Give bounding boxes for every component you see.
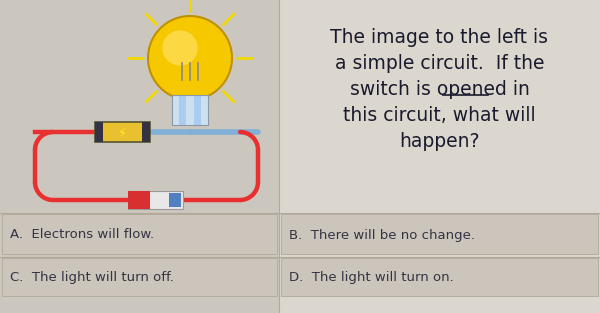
Bar — [187, 95, 194, 125]
Bar — [2, 214, 277, 254]
Bar — [95, 122, 150, 142]
Bar — [201, 95, 208, 125]
Text: B.  There will be no change.: B. There will be no change. — [289, 228, 475, 242]
Bar — [169, 193, 181, 207]
Bar — [142, 122, 150, 142]
Text: The image to the left is: The image to the left is — [331, 28, 548, 47]
Circle shape — [163, 30, 197, 66]
Bar — [128, 191, 149, 209]
Bar — [172, 95, 179, 125]
Text: this circuit, what will: this circuit, what will — [343, 106, 536, 125]
Text: ⚡: ⚡ — [118, 126, 127, 140]
Bar — [172, 95, 208, 125]
Text: happen?: happen? — [399, 132, 480, 151]
Bar — [95, 122, 103, 142]
Circle shape — [148, 16, 232, 100]
Text: A.  Electrons will flow.: A. Electrons will flow. — [10, 228, 154, 242]
Text: D.  The light will turn on.: D. The light will turn on. — [289, 271, 454, 285]
Bar — [281, 214, 598, 254]
Bar — [194, 95, 201, 125]
Bar — [128, 191, 182, 209]
Text: switch is opened in: switch is opened in — [350, 80, 529, 99]
Bar — [179, 95, 187, 125]
Text: C.  The light will turn off.: C. The light will turn off. — [10, 271, 174, 285]
Text: switch is opened in: switch is opened in — [350, 80, 529, 99]
Bar — [2, 258, 277, 296]
Bar — [0, 0, 279, 313]
Bar — [279, 0, 600, 313]
Bar — [281, 258, 598, 296]
Text: a simple circuit.  If the: a simple circuit. If the — [335, 54, 544, 73]
